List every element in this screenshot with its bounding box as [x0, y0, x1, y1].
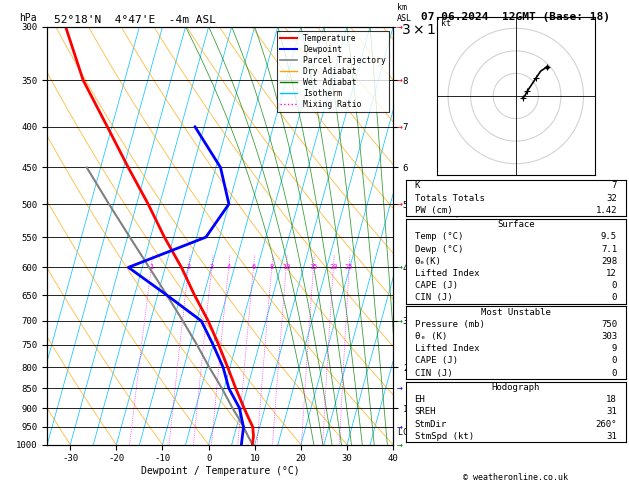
Text: →: → [396, 22, 402, 32]
Text: 32: 32 [606, 193, 617, 203]
Text: →: → [396, 262, 402, 272]
Text: 2: 2 [186, 264, 191, 270]
Text: 15: 15 [309, 264, 318, 270]
Text: →: → [396, 440, 402, 450]
Text: CAPE (J): CAPE (J) [415, 356, 457, 365]
Text: Most Unstable: Most Unstable [481, 308, 551, 317]
Text: 0: 0 [611, 368, 617, 378]
Text: StmSpd (kt): StmSpd (kt) [415, 432, 474, 441]
Text: Surface: Surface [497, 220, 535, 229]
Text: 298: 298 [601, 257, 617, 266]
Text: 3: 3 [209, 264, 214, 270]
Text: →: → [396, 122, 402, 132]
Text: Temp (°C): Temp (°C) [415, 232, 463, 242]
Text: 10: 10 [282, 264, 291, 270]
Text: km
ASL: km ASL [397, 3, 411, 22]
Text: 9.5: 9.5 [601, 232, 617, 242]
Text: 18: 18 [606, 395, 617, 404]
Text: PW (cm): PW (cm) [415, 206, 452, 215]
Text: →: → [396, 383, 402, 393]
Text: 1.42: 1.42 [596, 206, 617, 215]
Text: Totals Totals: Totals Totals [415, 193, 484, 203]
Text: 12: 12 [606, 269, 617, 278]
Text: Lifted Index: Lifted Index [415, 344, 479, 353]
Text: 20: 20 [329, 264, 338, 270]
Text: 8: 8 [270, 264, 274, 270]
Text: hPa: hPa [19, 13, 37, 22]
Text: Lifted Index: Lifted Index [415, 269, 479, 278]
Text: 7.1: 7.1 [601, 244, 617, 254]
Text: Pressure (mb): Pressure (mb) [415, 320, 484, 329]
Text: Hodograph: Hodograph [492, 383, 540, 392]
Text: kt: kt [442, 19, 452, 28]
Text: 1: 1 [149, 264, 153, 270]
Text: CAPE (J): CAPE (J) [415, 281, 457, 290]
Text: →: → [396, 422, 402, 432]
Text: CIN (J): CIN (J) [415, 368, 452, 378]
Text: 0: 0 [611, 281, 617, 290]
X-axis label: Dewpoint / Temperature (°C): Dewpoint / Temperature (°C) [141, 466, 299, 476]
Text: CIN (J): CIN (J) [415, 293, 452, 302]
Text: EH: EH [415, 395, 425, 404]
Text: Dewp (°C): Dewp (°C) [415, 244, 463, 254]
Text: θₑ(K): θₑ(K) [415, 257, 442, 266]
Text: 0: 0 [611, 356, 617, 365]
Text: 7: 7 [611, 181, 617, 191]
Text: 31: 31 [606, 407, 617, 417]
Text: 750: 750 [601, 320, 617, 329]
Text: 303: 303 [601, 332, 617, 341]
Text: 9: 9 [611, 344, 617, 353]
Text: 07.06.2024  12GMT (Base: 18): 07.06.2024 12GMT (Base: 18) [421, 12, 610, 22]
Text: 4: 4 [226, 264, 231, 270]
Text: 0: 0 [611, 293, 617, 302]
Text: θₑ (K): θₑ (K) [415, 332, 447, 341]
Legend: Temperature, Dewpoint, Parcel Trajectory, Dry Adiabat, Wet Adiabat, Isotherm, Mi: Temperature, Dewpoint, Parcel Trajectory… [277, 31, 389, 112]
Text: 25: 25 [345, 264, 353, 270]
Text: →: → [396, 316, 402, 326]
Text: © weatheronline.co.uk: © weatheronline.co.uk [464, 473, 568, 482]
Text: K: K [415, 181, 420, 191]
Text: →: → [396, 199, 402, 209]
Y-axis label: Mixing Ratio (g/kg): Mixing Ratio (g/kg) [454, 188, 464, 283]
Text: 260°: 260° [596, 419, 617, 429]
Text: StmDir: StmDir [415, 419, 447, 429]
Text: →: → [396, 75, 402, 85]
Text: 6: 6 [252, 264, 255, 270]
Text: LCL: LCL [393, 428, 413, 437]
Text: SREH: SREH [415, 407, 436, 417]
Text: 52°18'N  4°47'E  -4m ASL: 52°18'N 4°47'E -4m ASL [54, 15, 216, 25]
Text: 31: 31 [606, 432, 617, 441]
